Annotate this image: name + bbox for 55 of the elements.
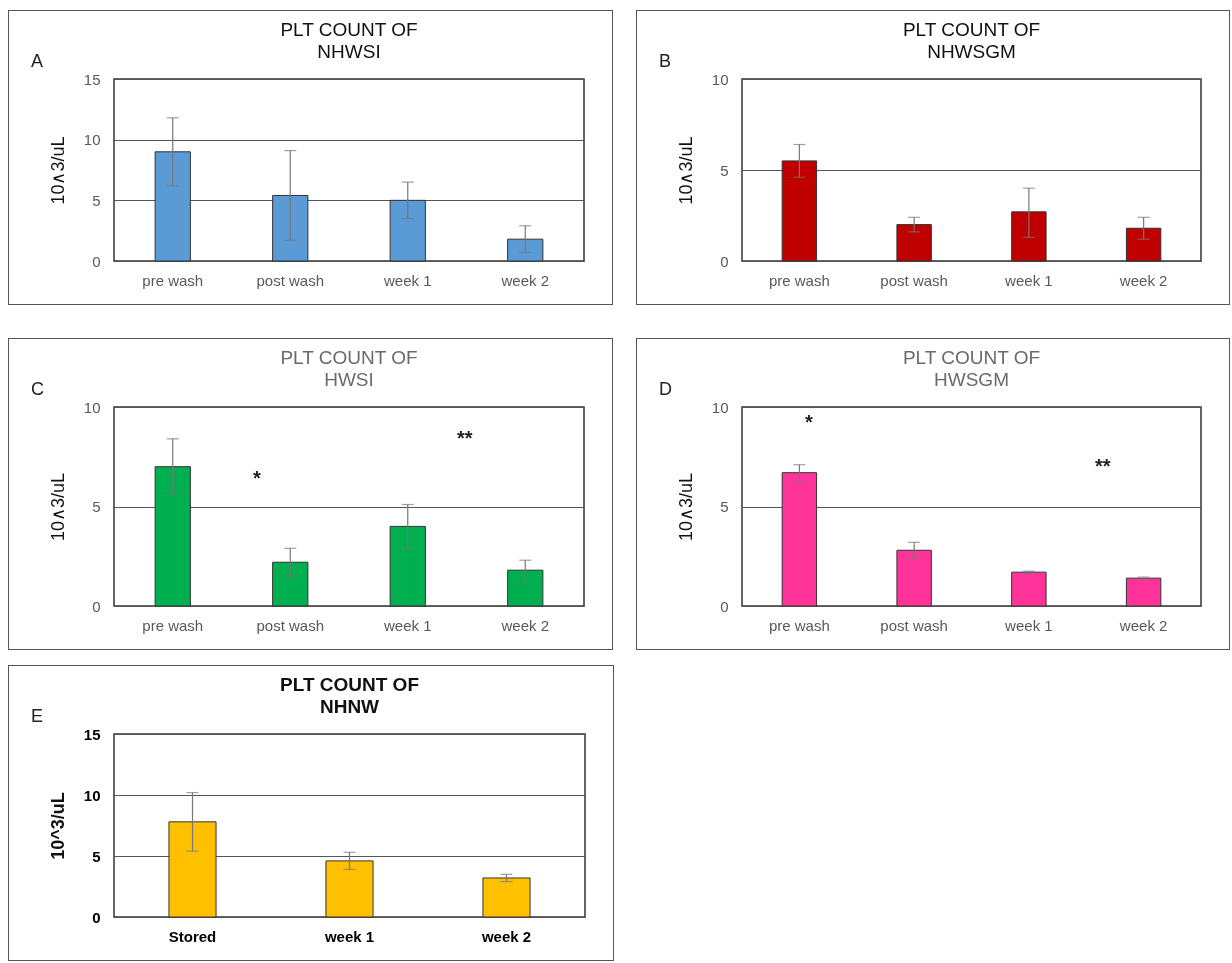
- y-tick-label: 5: [92, 191, 101, 209]
- annotation: **: [1095, 455, 1111, 478]
- x-tick-label: week 1: [323, 927, 375, 945]
- chart-title: PLT COUNT OF HWSI: [280, 347, 418, 390]
- y-tick-label: 10: [711, 70, 729, 88]
- y-tick-label: 5: [720, 161, 729, 179]
- x-tick-label: post wash: [256, 271, 325, 289]
- y-tick-label: 0: [92, 908, 101, 926]
- y-tick-label: 15: [83, 70, 101, 88]
- y-tick-label: 0: [720, 597, 729, 615]
- text: D: [659, 379, 672, 400]
- y-axis-title: 10∧3/uL: [675, 136, 696, 205]
- x-tick-label: week 2: [1118, 616, 1168, 634]
- chart-title: PLT COUNT OF NHWSI: [280, 19, 418, 62]
- y-tick-label: 5: [92, 498, 101, 515]
- annotation: *: [253, 467, 261, 490]
- text: B: [659, 51, 672, 72]
- y-tick-label: 15: [83, 725, 101, 743]
- x-tick-label: week 2: [500, 271, 550, 289]
- y-tick-label: 0: [720, 252, 729, 270]
- annotation: *: [805, 411, 813, 434]
- x-tick-label: week 1: [1004, 616, 1053, 634]
- x-tick-label: week 1: [382, 616, 432, 634]
- y-tick-label: 10: [83, 398, 101, 416]
- x-tick-label: pre wash: [142, 616, 204, 634]
- x-tick-label: week 1: [1004, 271, 1053, 289]
- chart-title: PLT COUNT OF HWSGM: [902, 347, 1041, 390]
- x-tick-label: pre wash: [142, 271, 204, 289]
- annotation: **: [457, 427, 473, 450]
- x-tick-label: week 2: [480, 927, 532, 945]
- x-tick-label: post wash: [256, 616, 325, 634]
- y-axis-title: 10∧3/uL: [47, 136, 68, 205]
- x-tick-label: week 2: [500, 616, 550, 634]
- chart-title: PLT COUNT OF NHNW: [280, 674, 419, 717]
- y-tick-label: 0: [92, 252, 101, 270]
- x-tick-label: post wash: [880, 271, 948, 289]
- y-axis-title: 10∧3/uL: [675, 472, 696, 542]
- x-tick-label: week 1: [382, 271, 432, 289]
- y-tick-label: 10: [711, 398, 729, 416]
- y-axis-title: 10∧3/uL: [47, 472, 68, 542]
- y-tick-label: 10: [83, 786, 101, 804]
- text: E: [31, 706, 44, 727]
- text: A: [31, 51, 44, 72]
- x-tick-label: week 2: [1118, 271, 1168, 289]
- chart-title: PLT COUNT OF NHWSGM: [902, 19, 1041, 62]
- y-axis-title: 10^3/uL: [47, 792, 68, 860]
- y-tick-label: 0: [92, 597, 101, 615]
- x-tick-label: post wash: [880, 616, 948, 634]
- x-tick-label: pre wash: [768, 271, 830, 289]
- y-tick-label: 5: [720, 498, 729, 515]
- text: C: [31, 379, 44, 400]
- y-tick-label: 5: [92, 847, 101, 865]
- y-tick-label: 10: [83, 131, 101, 149]
- x-tick-label: Stored: [168, 927, 217, 945]
- x-tick-label: pre wash: [768, 616, 830, 634]
